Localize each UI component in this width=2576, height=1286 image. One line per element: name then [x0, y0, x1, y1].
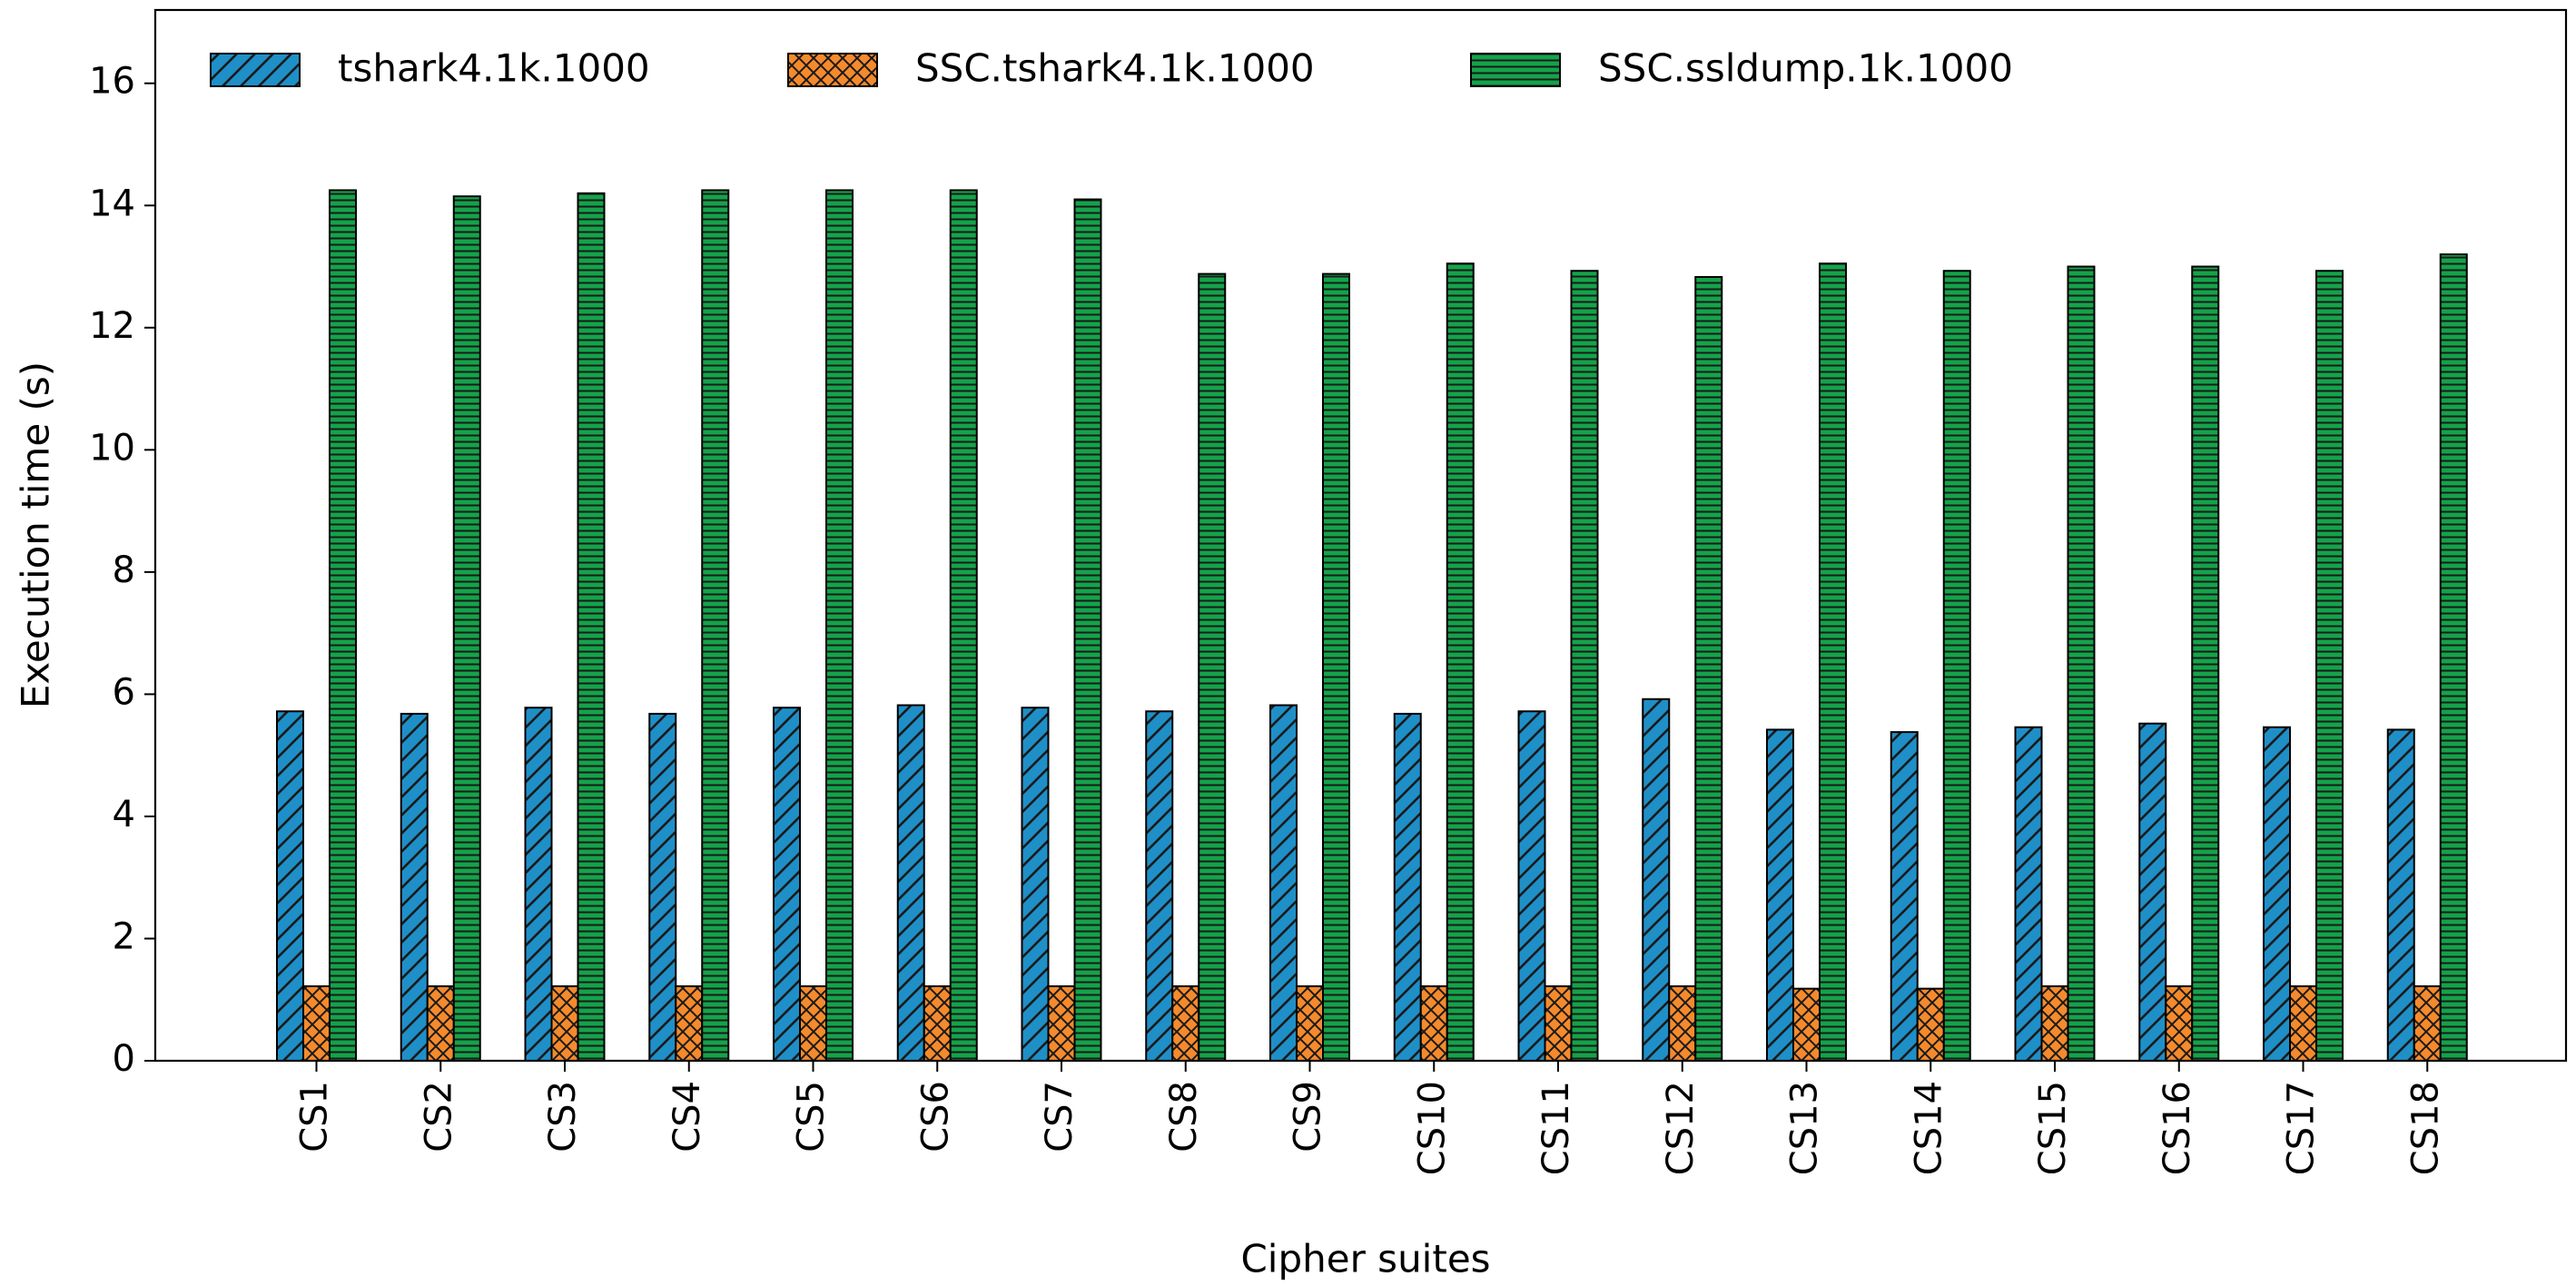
y-tick-label-10: 10 — [89, 427, 135, 469]
bar-ssc-tshark4-1k-1000-cs10 — [1419, 984, 1448, 1063]
bar-tshark4-1k-1000-cs11 — [1517, 710, 1546, 1062]
x-tick-label-cs6: CS6 — [914, 1081, 956, 1152]
bar-ssc-tshark4-1k-1000-cs16 — [2165, 984, 2194, 1063]
x-tick-label-cs9: CS9 — [1288, 1081, 1329, 1152]
bar-tshark4-1k-1000-cs18 — [2386, 728, 2415, 1062]
bar-ssc-tshark4-1k-1000-cs14 — [1916, 987, 1945, 1062]
bar-ssc-ssldump-1k-1000-cs17 — [2315, 270, 2344, 1063]
bar-ssc-tshark4-1k-1000-cs13 — [1792, 987, 1821, 1062]
bar-ssc-ssldump-1k-1000-cs11 — [1570, 270, 1599, 1063]
y-tick-label-2: 2 — [113, 915, 135, 957]
legend-swatch-ssc-tshark4-1k-1000 — [787, 53, 878, 87]
bar-tshark4-1k-1000-cs12 — [1642, 697, 1671, 1063]
bar-tshark4-1k-1000-cs13 — [1766, 728, 1794, 1062]
x-tick-label-cs4: CS4 — [666, 1081, 708, 1152]
bar-tshark4-1k-1000-cs7 — [1021, 707, 1050, 1062]
y-tick-label-4: 4 — [113, 794, 135, 836]
legend: tshark4.1k.1000 SSC.tshark4.1k.1000 SSC.ss… — [210, 46, 2013, 91]
x-tick-label-cs1: CS1 — [294, 1081, 336, 1152]
bar-layer — [276, 189, 2468, 1063]
bar-ssc-tshark4-1k-1000-cs11 — [1544, 984, 1573, 1063]
bar-ssc-tshark4-1k-1000-cs4 — [675, 984, 704, 1063]
x-tick-label-cs10: CS10 — [1411, 1081, 1453, 1175]
legend-swatch-ssc-ssldump-1k-1000 — [1470, 53, 1561, 87]
bar-ssc-ssldump-1k-1000-cs16 — [2191, 265, 2220, 1062]
bar-ssc-ssldump-1k-1000-cs12 — [1694, 275, 1723, 1062]
bar-tshark4-1k-1000-cs1 — [276, 710, 304, 1062]
bar-ssc-tshark4-1k-1000-cs3 — [550, 984, 579, 1063]
bar-tshark4-1k-1000-cs6 — [896, 704, 925, 1062]
bar-ssc-tshark4-1k-1000-cs8 — [1171, 984, 1200, 1063]
bar-tshark4-1k-1000-cs8 — [1145, 710, 1174, 1062]
x-tick-label-cs18: CS18 — [2404, 1081, 2446, 1175]
legend-label-ssc-ssldump-1k-1000: SSC.ssldump.1k.1000 — [1598, 46, 2013, 91]
bar-tshark4-1k-1000-cs14 — [1890, 731, 1919, 1062]
x-tick-label-cs3: CS3 — [542, 1081, 584, 1152]
legend-swatch-tshark4-1k-1000 — [210, 53, 301, 87]
bar-ssc-tshark4-1k-1000-cs18 — [2413, 984, 2442, 1063]
x-tick-label-cs15: CS15 — [2032, 1081, 2074, 1175]
plot-frame — [153, 8, 2568, 1063]
bar-tshark4-1k-1000-cs17 — [2263, 726, 2291, 1062]
y-axis-label: Execution time (s) — [14, 361, 58, 708]
x-tick-label-cs14: CS14 — [1908, 1081, 1949, 1175]
bar-ssc-ssldump-1k-1000-cs7 — [1073, 198, 1102, 1062]
bar-ssc-tshark4-1k-1000-cs7 — [1047, 984, 1076, 1063]
bar-ssc-tshark4-1k-1000-cs5 — [799, 984, 827, 1063]
bar-tshark4-1k-1000-cs15 — [2014, 726, 2043, 1062]
y-tick-label-14: 14 — [89, 183, 135, 224]
bar-ssc-tshark4-1k-1000-cs6 — [923, 984, 952, 1063]
bar-ssc-tshark4-1k-1000-cs2 — [426, 984, 455, 1063]
bar-ssc-ssldump-1k-1000-cs14 — [1942, 270, 1971, 1063]
bar-ssc-ssldump-1k-1000-cs10 — [1446, 262, 1475, 1063]
y-tick-label-12: 12 — [89, 305, 135, 347]
x-tick-label-cs2: CS2 — [418, 1081, 459, 1152]
bar-ssc-ssldump-1k-1000-cs3 — [577, 192, 606, 1063]
bar-ssc-tshark4-1k-1000-cs9 — [1296, 984, 1324, 1063]
bar-ssc-ssldump-1k-1000-cs13 — [1819, 262, 1847, 1063]
x-axis: CS1 CS2 CS3 CS4 CS5 CS6 CS7 CS8 CS9 CS10 CS11 CS12 C… — [294, 1061, 2446, 1175]
x-tick-label-cs11: CS11 — [1535, 1081, 1577, 1175]
bar-ssc-ssldump-1k-1000-cs2 — [452, 195, 481, 1063]
x-tick-label-cs13: CS13 — [1784, 1081, 1826, 1175]
x-tick-label-cs5: CS5 — [791, 1081, 833, 1152]
bar-ssc-ssldump-1k-1000-cs9 — [1322, 272, 1350, 1063]
bar-ssc-tshark4-1k-1000-cs15 — [2040, 984, 2069, 1063]
bar-tshark4-1k-1000-cs9 — [1269, 704, 1298, 1062]
bar-tshark4-1k-1000-cs5 — [773, 707, 801, 1062]
y-tick-label-16: 16 — [89, 61, 135, 103]
bar-ssc-ssldump-1k-1000-cs1 — [329, 189, 357, 1062]
bar-ssc-ssldump-1k-1000-cs15 — [2067, 265, 2096, 1062]
x-tick-label-cs16: CS16 — [2157, 1081, 2198, 1175]
bar-tshark4-1k-1000-cs4 — [648, 712, 677, 1062]
bar-tshark4-1k-1000-cs10 — [1393, 712, 1422, 1062]
bar-ssc-ssldump-1k-1000-cs18 — [2439, 253, 2468, 1062]
y-tick-label-8: 8 — [113, 549, 135, 591]
legend-label-ssc-tshark4-1k-1000: SSC.tshark4.1k.1000 — [915, 46, 1315, 91]
bar-ssc-ssldump-1k-1000-cs6 — [949, 189, 978, 1062]
y-tick-label-0: 0 — [113, 1038, 135, 1080]
bar-ssc-ssldump-1k-1000-cs5 — [825, 189, 854, 1062]
bar-ssc-ssldump-1k-1000-cs4 — [701, 189, 730, 1062]
bar-ssc-tshark4-1k-1000-cs1 — [302, 984, 331, 1063]
y-axis: 0 2 4 6 8 10 12 14 16 — [89, 61, 155, 1080]
x-tick-label-cs17: CS17 — [2281, 1081, 2323, 1175]
x-axis-label: Cipher suites — [1240, 1237, 1490, 1281]
bar-tshark4-1k-1000-cs16 — [2138, 722, 2167, 1062]
y-tick-label-6: 6 — [113, 671, 135, 713]
bar-ssc-ssldump-1k-1000-cs8 — [1198, 272, 1227, 1063]
bar-tshark4-1k-1000-cs3 — [524, 707, 553, 1062]
bar-ssc-tshark4-1k-1000-cs12 — [1668, 984, 1697, 1063]
x-tick-label-cs7: CS7 — [1039, 1081, 1081, 1152]
bar-ssc-tshark4-1k-1000-cs17 — [2289, 984, 2317, 1063]
legend-label-tshark4-1k-1000: tshark4.1k.1000 — [338, 46, 650, 91]
bar-tshark4-1k-1000-cs2 — [400, 712, 429, 1062]
x-tick-label-cs12: CS12 — [1660, 1081, 1702, 1175]
x-tick-label-cs8: CS8 — [1163, 1081, 1205, 1152]
